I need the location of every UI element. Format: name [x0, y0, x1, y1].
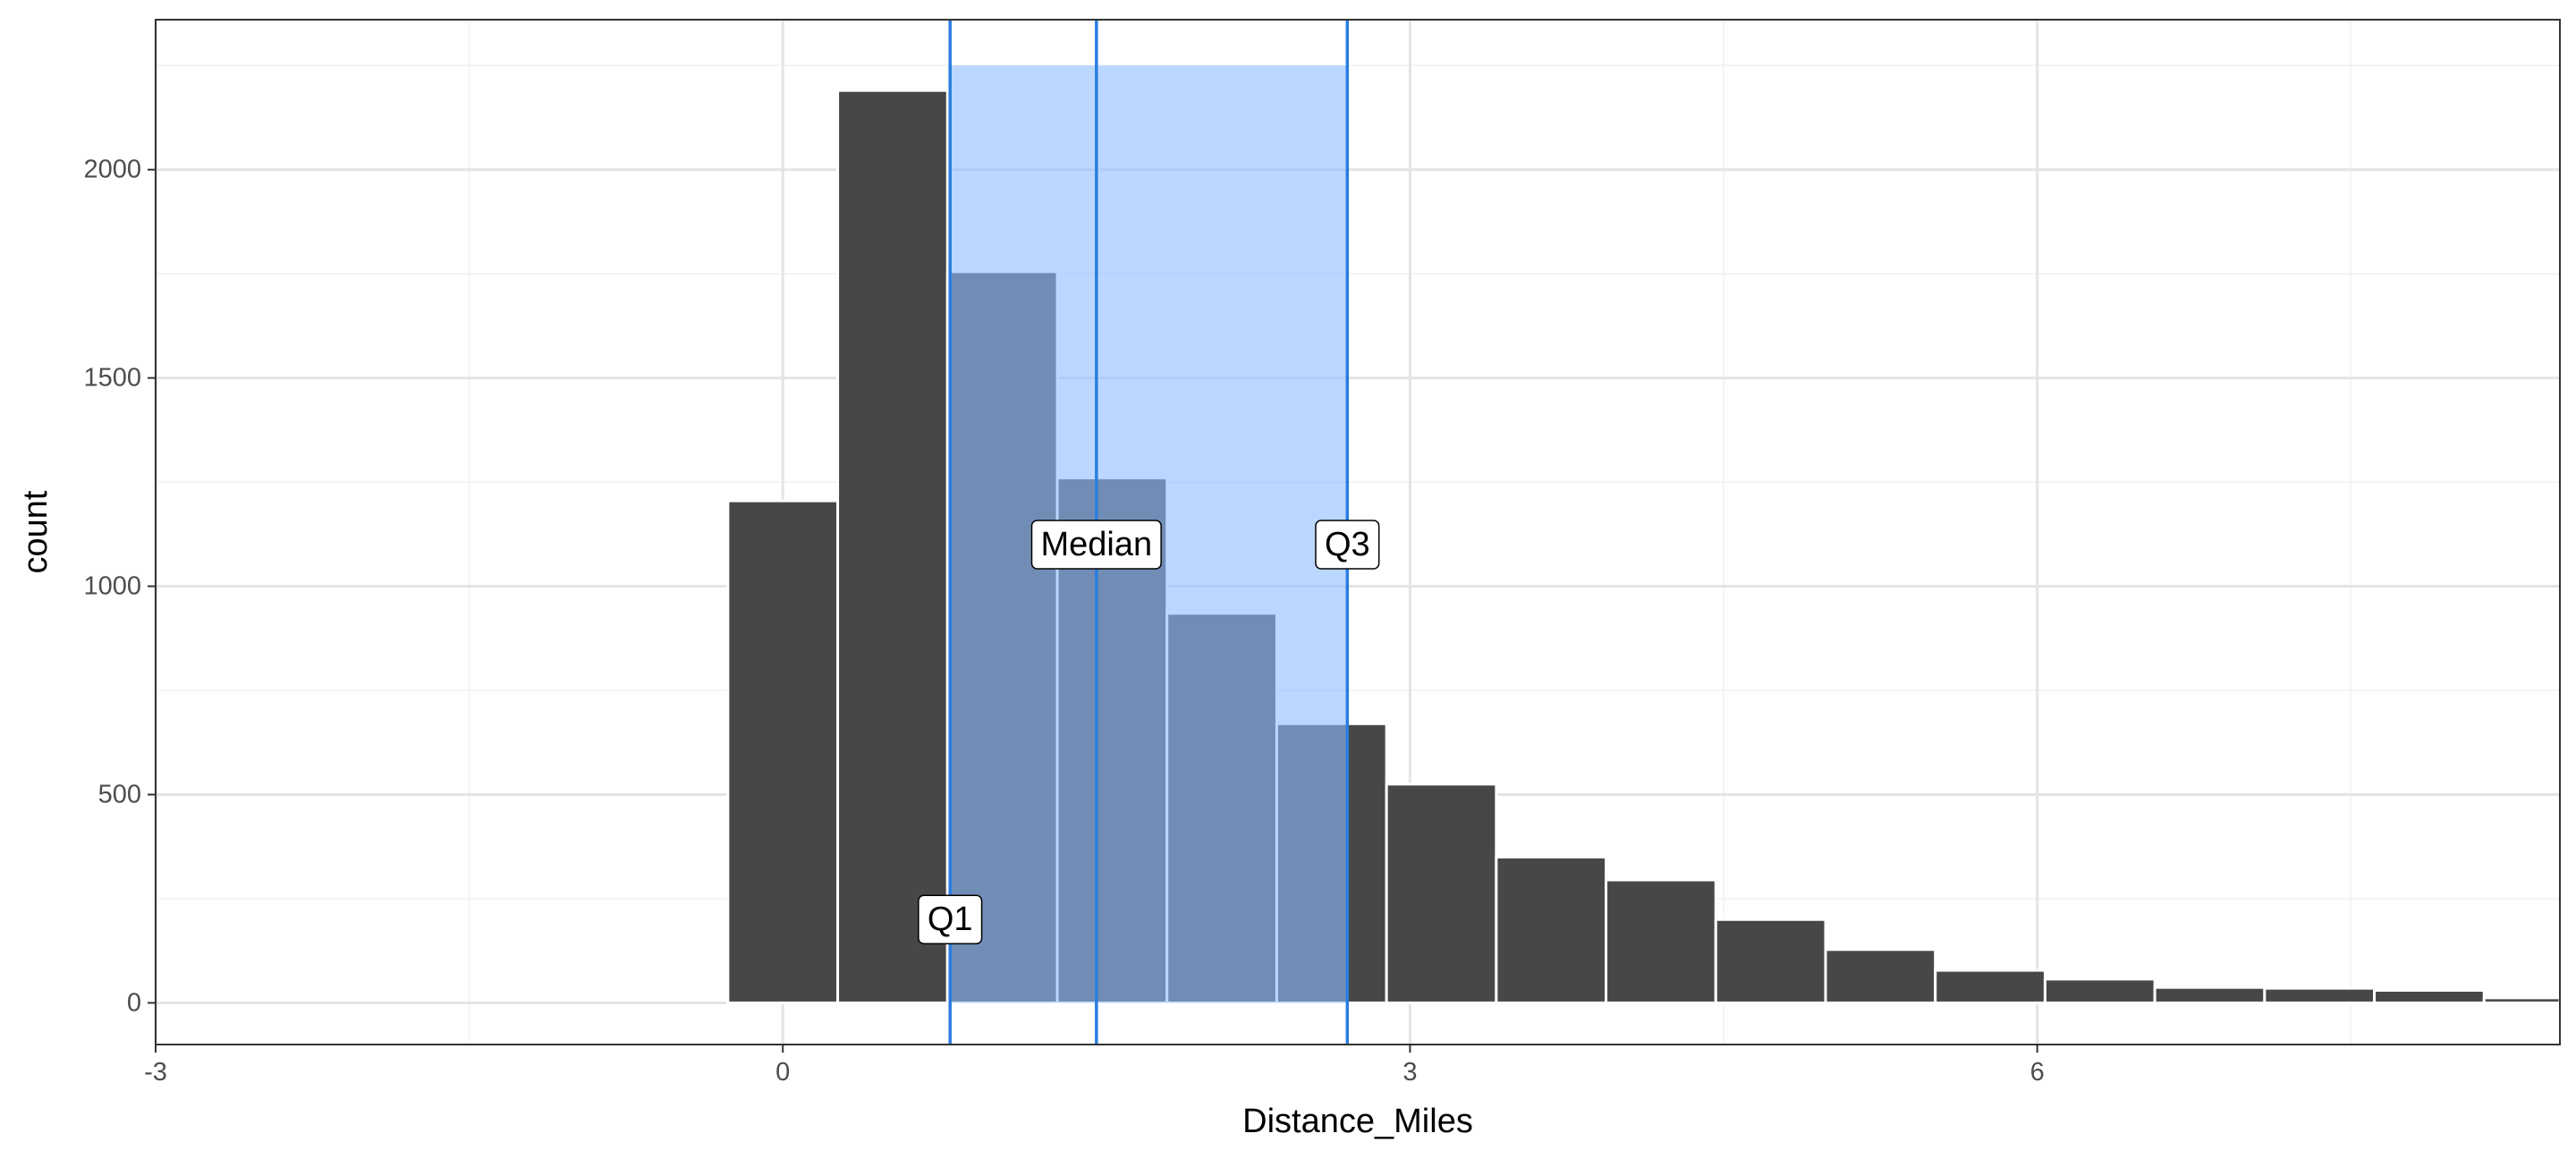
- histogram-bar: [2482, 996, 2562, 1004]
- y-axis-title: count: [17, 490, 55, 573]
- x-tick-label: 3: [1402, 1058, 1417, 1087]
- q1-label-box: [918, 894, 983, 944]
- y-tick-label: 1500: [83, 364, 141, 393]
- histogram-bar: [1714, 918, 1827, 1004]
- x-tick-label: 6: [2030, 1058, 2045, 1087]
- x-axis-title: Distance_Miles: [1242, 1103, 1473, 1140]
- q3-label-box: [1315, 520, 1380, 570]
- median-label-text: Median: [1041, 526, 1153, 563]
- q1-label: Q1: [918, 894, 983, 944]
- q3-label-text: Q3: [1325, 526, 1370, 563]
- quartile-labels: Q1 Median Q3: [918, 520, 1380, 944]
- histogram-bar: [1605, 878, 1717, 1004]
- histogram-bar: [2373, 988, 2486, 1004]
- histogram-bar: [1824, 948, 1937, 1004]
- histogram-bar: [2153, 986, 2267, 1004]
- q3-label: Q3: [1315, 520, 1380, 570]
- x-tick-label: 0: [775, 1058, 790, 1087]
- histogram-bar: [2263, 986, 2377, 1004]
- histogram-bar: [1385, 783, 1498, 1004]
- y-tick-label: 500: [98, 780, 141, 808]
- y-tick-label: 2000: [83, 156, 141, 184]
- x-tick-label: -3: [144, 1058, 167, 1087]
- histogram-bar: [836, 89, 949, 1004]
- q1-label-text: Q1: [928, 901, 973, 938]
- histogram-bar: [726, 499, 840, 1004]
- median-label-box: [1030, 520, 1162, 570]
- panel-border: [155, 19, 2561, 1045]
- y-tick-label: 0: [127, 988, 141, 1017]
- axes: -3 0 3 6 0 500 1000 1500 2000: [83, 19, 2561, 1087]
- histogram-bar: [1495, 855, 1608, 1004]
- y-tick-label: 1000: [83, 572, 141, 601]
- median-label: Median: [1030, 520, 1162, 570]
- histogram-bar: [1934, 969, 2046, 1004]
- histogram-bar: [2043, 977, 2157, 1004]
